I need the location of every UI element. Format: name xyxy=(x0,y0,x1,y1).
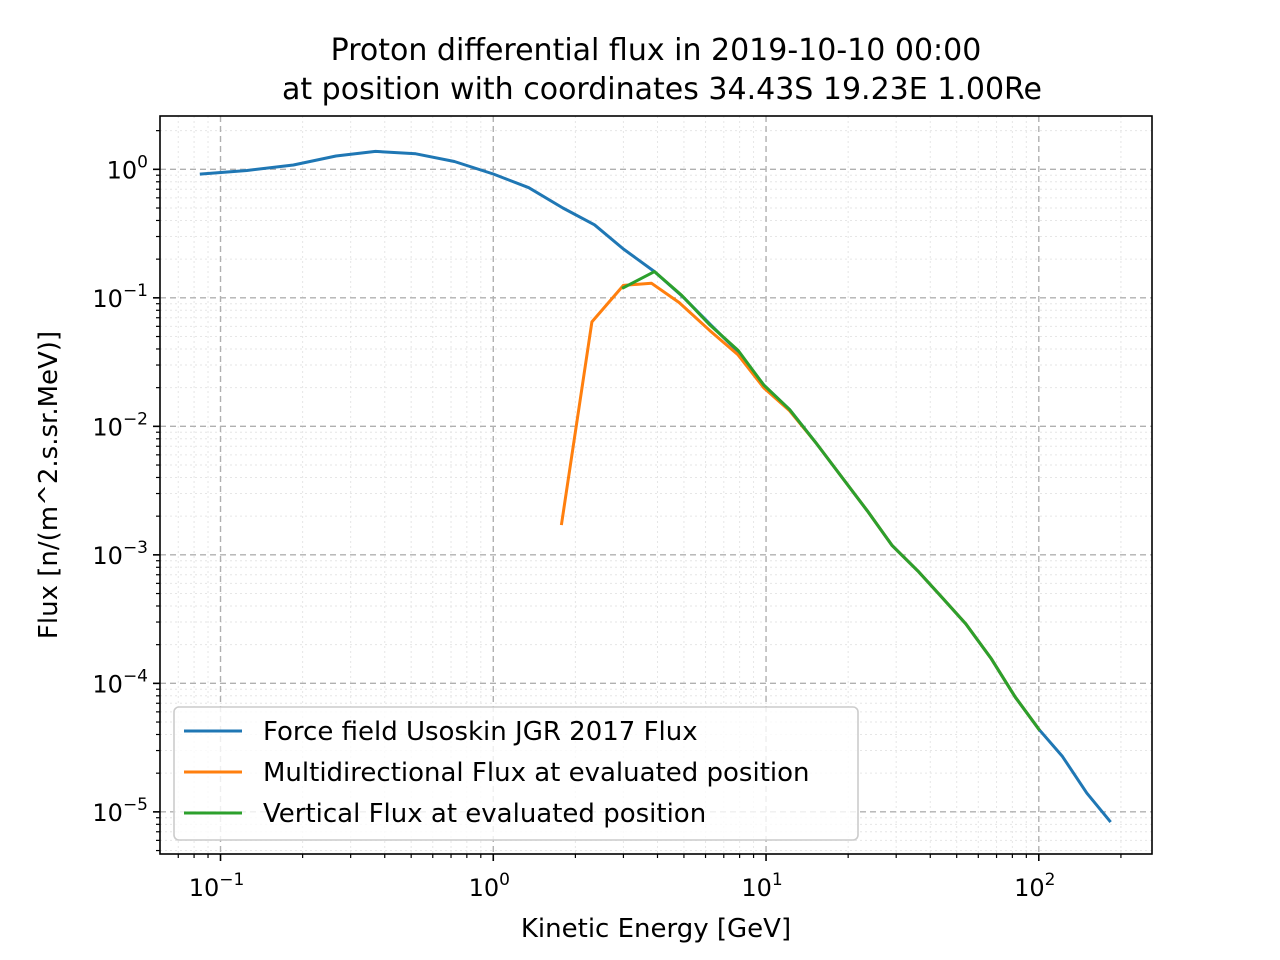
y-tick-label: 10−4 xyxy=(92,666,148,698)
x-tick-label: 101 xyxy=(741,870,782,902)
legend-label-vertical: Vertical Flux at evaluated position xyxy=(263,799,706,829)
y-tick-label: 10−3 xyxy=(92,538,148,570)
x-axis-label: Kinetic Energy [GeV] xyxy=(521,914,791,944)
legend-box xyxy=(173,706,859,841)
plot-frame xyxy=(159,115,1153,855)
y-tick-label: 10−2 xyxy=(92,409,148,441)
legend-label-multidirectional: Multidirectional Flux at evaluated posit… xyxy=(263,758,810,788)
y-tick-label: 10−5 xyxy=(92,795,148,827)
axis-tick-labels: 10−1 100 101 102 100 10−1 10−2 10−3 10−4 10−5 xyxy=(92,152,1055,902)
y-axis-label: Flux [n/(m^2.s.sr.MeV)] xyxy=(34,331,64,639)
chart-title-line-2: at position with coordinates 34.43S 19.2… xyxy=(282,72,1042,107)
legend-label-force-field: Force field Usoskin JGR 2017 Flux xyxy=(263,717,698,747)
axis-ticks xyxy=(153,130,1122,861)
legend: Force field Usoskin JGR 2017 Flux Multid… xyxy=(173,706,859,841)
series-line-multidirectional xyxy=(559,281,1041,732)
series-line-vertical xyxy=(621,270,1041,732)
data-lines xyxy=(199,149,1112,824)
x-tick-label: 10−1 xyxy=(189,870,245,902)
chart-title-line-1: Proton differential flux in 2019-10-10 0… xyxy=(331,33,982,68)
y-tick-label: 100 xyxy=(107,152,148,184)
y-tick-label: 10−1 xyxy=(92,281,148,313)
x-tick-label: 100 xyxy=(469,870,510,902)
x-tick-label: 102 xyxy=(1014,870,1055,902)
